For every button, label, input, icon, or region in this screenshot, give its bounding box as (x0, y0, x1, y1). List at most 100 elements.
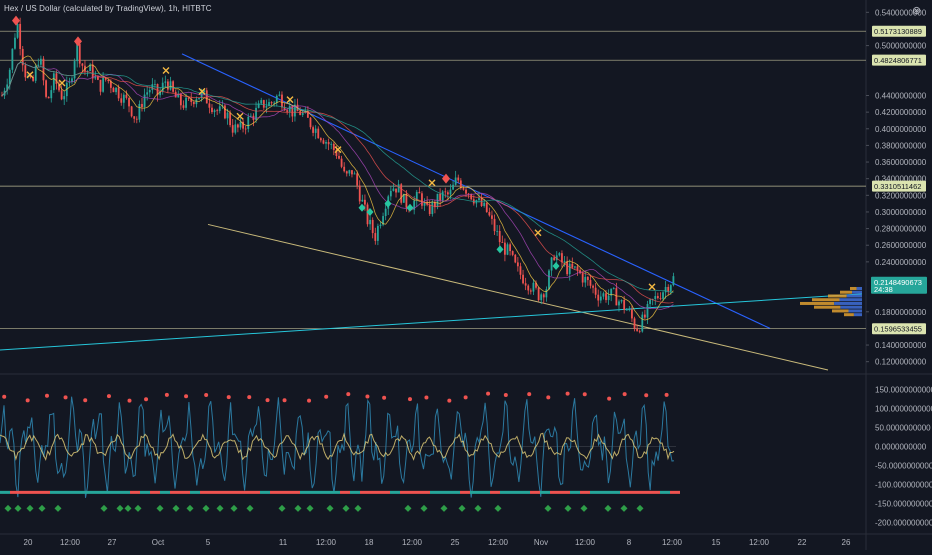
level-price-tag (872, 25, 926, 37)
candle-body (379, 224, 382, 226)
oscillator-bottom-diamond (494, 504, 502, 512)
oscillator-top-dot (144, 397, 149, 402)
candle-body (444, 191, 447, 193)
oscillator-bottom-diamond (636, 504, 644, 512)
oscillator-tick-label: 0.0000000000 (875, 442, 927, 451)
oscillator-status-strip (510, 490, 520, 494)
oscillator-status-strip (50, 490, 60, 494)
volume-profile-bar-blue (839, 298, 862, 302)
oscillator-bottom-diamond (404, 504, 412, 512)
candle-body (236, 124, 239, 128)
oscillator-tick-label: 100.0000000000 (875, 404, 932, 413)
candle-body (255, 107, 257, 120)
candle-body (576, 266, 579, 271)
volume-profile-bar (814, 305, 841, 309)
oscillator-bottom-diamond (156, 504, 164, 512)
candle-body (291, 106, 294, 117)
candle-body (625, 309, 628, 311)
price-tick-label: 0.3600000000 (875, 158, 927, 167)
candle-body (299, 111, 302, 115)
candle-body (138, 103, 141, 120)
sell-cross-marker (162, 67, 170, 75)
oscillator-status-strip (240, 490, 250, 494)
candle-body (519, 266, 522, 275)
candle-body (550, 257, 553, 271)
candle-body (402, 193, 405, 203)
oscillator-status-strip (10, 490, 20, 494)
candle-body (672, 276, 675, 286)
level-price-label: 0.5173130889 (874, 27, 922, 36)
candle-body (340, 158, 343, 167)
candle-body (376, 225, 379, 241)
candle-body (229, 112, 232, 126)
candle-body (514, 254, 517, 263)
candle-body (78, 43, 81, 64)
candle-body (532, 282, 535, 292)
candle-body (68, 82, 71, 83)
candle-body (325, 142, 327, 144)
candle-body (558, 253, 561, 256)
sell-cross-marker (428, 179, 436, 187)
oscillator-status-strip (70, 490, 80, 494)
candle-body (8, 69, 11, 85)
oscillator-top-dot (83, 398, 88, 403)
oscillator-top-dot (106, 394, 111, 399)
candle-body (294, 104, 296, 117)
oscillator-status-strip (580, 490, 590, 494)
candle-body (553, 257, 556, 261)
candle-body (239, 121, 242, 128)
candle-body (524, 283, 527, 286)
candle-body (167, 81, 169, 90)
oscillator-top-dot (463, 395, 468, 400)
oscillator-status-strip (60, 490, 70, 494)
candle-body (112, 87, 115, 93)
candle-body (462, 188, 465, 190)
time-tick-label: 22 (798, 538, 807, 547)
level-price-tag (872, 180, 926, 192)
candle-body (91, 64, 94, 79)
oscillator-tick-label: -200.0000000000 (875, 518, 932, 527)
candle-body (39, 58, 42, 65)
oscillator-status-strip (370, 490, 380, 494)
moving-average-line (1, 55, 674, 321)
candle-body (434, 201, 436, 208)
price-tick-label: 0.2800000000 (875, 225, 927, 234)
candle-body (504, 242, 506, 255)
candle-body (428, 204, 431, 215)
oscillator-status-strip (540, 490, 550, 494)
candle-body (192, 102, 195, 105)
oscillator-status-strip (300, 490, 310, 494)
candle-body (190, 98, 193, 103)
candle-body (327, 142, 330, 145)
candle-body (537, 287, 540, 301)
candle-body (151, 84, 154, 91)
time-tick-label: 12:00 (402, 538, 423, 547)
candle-body (358, 185, 361, 202)
candle-body (366, 204, 369, 225)
bullish-diamond-marker (496, 245, 504, 254)
close-icon[interactable]: ⊗ (912, 5, 922, 17)
volume-profile-bar-blue (856, 286, 862, 290)
volume-profile-bar (844, 313, 854, 317)
oscillator-status-strip (180, 490, 190, 494)
candle-body (597, 294, 600, 301)
candle-body (542, 294, 545, 298)
volume-profile-bar-blue (848, 309, 862, 313)
price-tick-label: 0.1800000000 (875, 308, 927, 317)
oscillator-bottom-diamond (294, 504, 302, 512)
oscillator-status-strip (20, 490, 30, 494)
candle-body (431, 201, 434, 215)
time-tick-label: Nov (534, 538, 548, 547)
oscillator-status-strip (170, 490, 180, 494)
oscillator-top-dot (447, 398, 452, 403)
oscillator-bottom-diamond (202, 504, 210, 512)
candle-body (628, 309, 631, 311)
candle-body (141, 103, 143, 108)
candle-body (586, 276, 589, 281)
oscillator-bottom-diamond (246, 504, 254, 512)
candle-body (509, 244, 511, 252)
time-tick-label: 11 (279, 538, 288, 547)
candle-body (353, 173, 356, 175)
